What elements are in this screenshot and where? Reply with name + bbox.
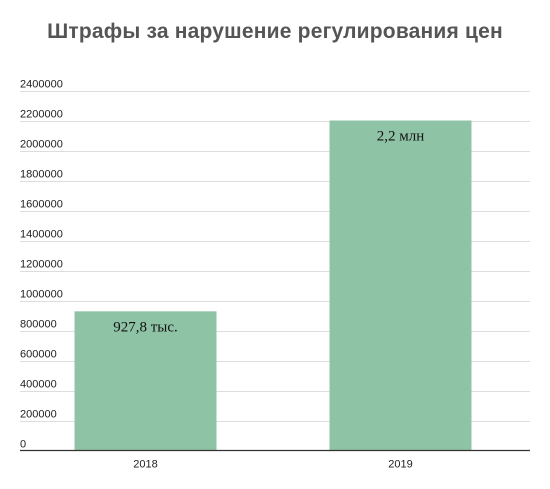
y-tick-label: 200000 [20, 409, 57, 421]
bar [74, 311, 217, 451]
data-label: 927,8 тыс. [113, 319, 178, 335]
y-tick-label: 1600000 [20, 199, 63, 211]
y-tick-label: 2400000 [20, 79, 63, 91]
y-tick-label: 1000000 [20, 289, 63, 301]
bar [329, 120, 472, 451]
y-tick-label: 2200000 [20, 109, 63, 121]
y-tick-label: 0 [20, 439, 26, 451]
y-tick-label: 2000000 [20, 139, 63, 151]
y-tick-label: 400000 [20, 379, 57, 391]
y-tick-label: 1400000 [20, 229, 63, 241]
y-tick-label: 800000 [20, 319, 57, 331]
y-tick-label: 1200000 [20, 259, 63, 271]
x-tick-label: 2019 [388, 459, 412, 471]
x-tick-label: 2018 [133, 459, 157, 471]
y-tick-label: 1800000 [20, 169, 63, 181]
chart-title: Штрафы за нарушение регулирования цен [47, 20, 503, 43]
y-tick-label: 600000 [20, 349, 57, 361]
data-label: 2,2 млн [377, 129, 425, 145]
